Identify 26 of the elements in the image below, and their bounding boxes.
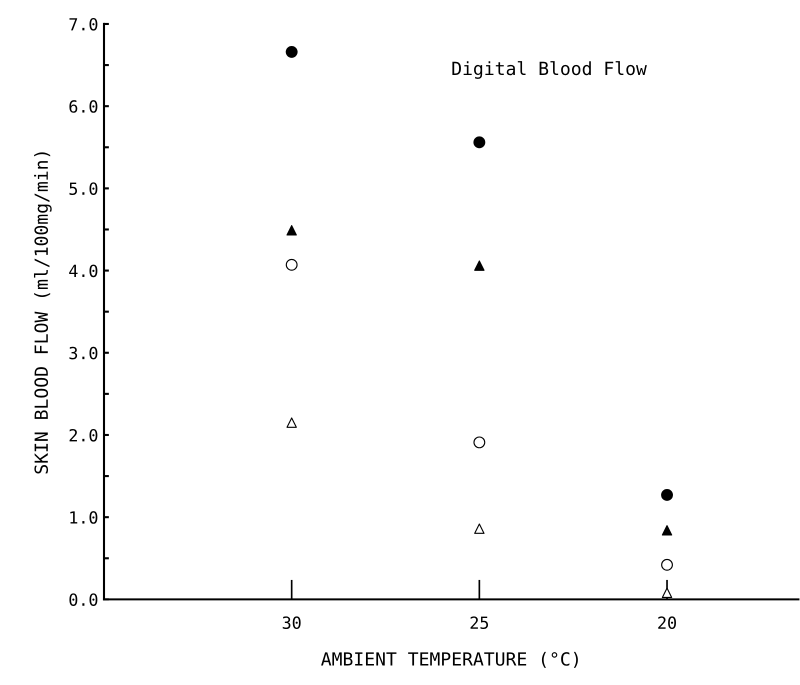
x-tick-label: 20 bbox=[658, 616, 676, 630]
text: Digital Blood Flow bbox=[452, 61, 647, 79]
y-tick-label: 5.0 bbox=[70, 182, 98, 195]
point bbox=[286, 417, 297, 428]
point bbox=[474, 260, 485, 271]
point bbox=[661, 558, 673, 571]
x-axis-title: AMBIENT TEMPERATURE (°C) bbox=[321, 652, 578, 668]
y-tick-label: 1.0 bbox=[70, 511, 98, 524]
point bbox=[662, 525, 672, 536]
point bbox=[661, 489, 673, 501]
point bbox=[286, 225, 297, 236]
point bbox=[474, 523, 485, 534]
y-tick-label: 4.0 bbox=[69, 264, 98, 278]
point bbox=[473, 136, 486, 148]
point bbox=[662, 588, 672, 598]
x-tick-label: 30 bbox=[282, 616, 301, 630]
y-tick-label: 3.0 bbox=[69, 346, 98, 360]
y-tick-label: 6.0 bbox=[69, 100, 98, 113]
y-tick-label: 2.0 bbox=[70, 428, 98, 442]
point bbox=[473, 436, 486, 448]
y-tick-label: 0.0 bbox=[69, 593, 98, 606]
x-tick-label: 25 bbox=[470, 616, 488, 630]
point bbox=[286, 46, 298, 58]
y-tick-label: 7.0 bbox=[69, 18, 98, 31]
point bbox=[286, 258, 298, 271]
y-axis-title: SKIN BLOOD FLOW (ml/100mg/min) bbox=[34, 152, 52, 474]
